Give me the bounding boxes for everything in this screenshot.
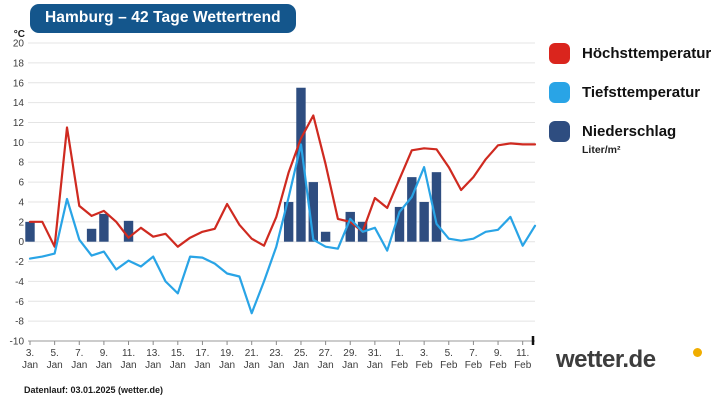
x-tick-month: Jan <box>22 360 38 371</box>
precip-bar <box>283 201 294 242</box>
legend-item-precip: Niederschlag <box>549 121 711 142</box>
min-temp-swatch <box>549 82 570 103</box>
legend-item-min-temp: Tiefsttemperatur <box>549 82 711 103</box>
x-tick-day: 13. <box>146 348 160 359</box>
y-tick-label: 12 <box>13 118 25 129</box>
legend-label-max-temp: Höchsttemperatur <box>582 45 712 62</box>
precip-bar <box>320 231 331 242</box>
y-tick-label: 20 <box>13 39 25 50</box>
x-tick-month: Jan <box>194 360 210 371</box>
x-tick-month: Jan <box>342 360 358 371</box>
x-tick-month: Feb <box>391 360 409 371</box>
x-tick-day: 21. <box>245 348 259 359</box>
brand-logo-text: wetter.de <box>556 346 656 373</box>
x-tick-day: 3. <box>26 348 34 359</box>
legend-item-max-temp: Höchsttemperatur <box>549 43 711 64</box>
max-temp-line <box>28 114 537 248</box>
x-tick-month: Feb <box>416 360 434 371</box>
x-tick-day: 1. <box>395 348 403 359</box>
precip-bar <box>123 220 134 242</box>
x-tick-month: Jan <box>268 360 284 371</box>
brand-logo: wetter.de <box>556 346 706 386</box>
chart-legend: Höchsttemperatur Tiefsttemperatur Nieder… <box>549 43 711 156</box>
x-tick-month: Jan <box>120 360 136 371</box>
legend-label-min-temp: Tiefsttemperatur <box>582 84 701 101</box>
y-tick-label: -4 <box>15 277 24 288</box>
y-tick-label: 10 <box>13 138 25 149</box>
x-tick-day: 3. <box>420 348 428 359</box>
x-tick-month: Jan <box>47 360 63 371</box>
y-tick-label: 0 <box>18 237 24 248</box>
precip-bar <box>25 221 35 242</box>
y-tick-label: -10 <box>10 337 25 348</box>
x-tick-day: 17. <box>195 348 209 359</box>
min-temp-line <box>28 143 537 315</box>
y-tick-label: 6 <box>18 178 24 189</box>
data-run-note: Datenlauf: 03.01.2025 (wetter.de) <box>24 385 164 395</box>
x-tick-day: 5. <box>445 348 453 359</box>
x-tick-month: Jan <box>244 360 260 371</box>
max-temp-swatch <box>549 43 570 64</box>
x-tick-day: 19. <box>220 348 234 359</box>
x-tick-month: Jan <box>145 360 161 371</box>
x-tick-day: 11. <box>516 348 529 359</box>
y-tick-label: -2 <box>15 257 24 268</box>
x-tick-month: Feb <box>440 360 458 371</box>
x-tick-day: 9. <box>100 348 108 359</box>
x-tick-month: Jan <box>219 360 235 371</box>
x-tick-month: Jan <box>170 360 186 371</box>
precip-bar <box>431 172 442 242</box>
precip-bar <box>345 211 355 242</box>
x-tick-day: 31. <box>368 348 382 359</box>
x-tick-day: 5. <box>50 348 58 359</box>
precip-bar <box>394 206 405 242</box>
y-tick-label: 14 <box>13 98 25 109</box>
x-tick-day: 7. <box>75 348 83 359</box>
x-tick-month: Feb <box>514 360 532 371</box>
y-tick-label: 18 <box>13 58 25 69</box>
y-tick-label: 2 <box>18 217 24 228</box>
x-tick-day: 9. <box>494 348 502 359</box>
precip-bar <box>296 87 306 242</box>
precip-bar <box>308 182 318 242</box>
precip-bar <box>407 177 417 242</box>
precip-bar <box>86 228 97 242</box>
x-tick-day: 27. <box>319 348 333 359</box>
x-tick-month: Jan <box>96 360 112 371</box>
y-tick-label: 4 <box>18 197 24 208</box>
page-title: Hamburg – 42 Tage Wettertrend <box>30 4 296 33</box>
legend-label-precip: Niederschlag <box>582 123 677 140</box>
x-tick-day: 25. <box>294 348 308 359</box>
x-tick-day: 7. <box>469 348 477 359</box>
x-tick-month: Jan <box>318 360 334 371</box>
precip-swatch <box>549 121 570 142</box>
x-tick-day: 15. <box>171 348 185 359</box>
x-tick-month: Jan <box>293 360 309 371</box>
y-tick-label: -8 <box>15 317 24 328</box>
x-tick-month: Jan <box>71 360 87 371</box>
precip-bar <box>99 213 109 242</box>
x-tick-day: 29. <box>343 348 357 359</box>
precip-bar <box>419 201 429 242</box>
precip-unit-label: Liter/m² <box>582 144 621 156</box>
x-tick-month: Jan <box>367 360 383 371</box>
y-tick-label: 8 <box>18 158 24 169</box>
brand-logo-dot <box>693 348 702 357</box>
x-tick-day: 11. <box>122 348 135 359</box>
y-tick-label: 16 <box>13 78 25 89</box>
x-tick-month: Feb <box>489 360 507 371</box>
y-tick-label: -6 <box>15 297 24 308</box>
y-axis-unit: °C <box>14 29 25 40</box>
x-tick-month: Feb <box>465 360 483 371</box>
x-tick-day: 23. <box>269 348 283 359</box>
